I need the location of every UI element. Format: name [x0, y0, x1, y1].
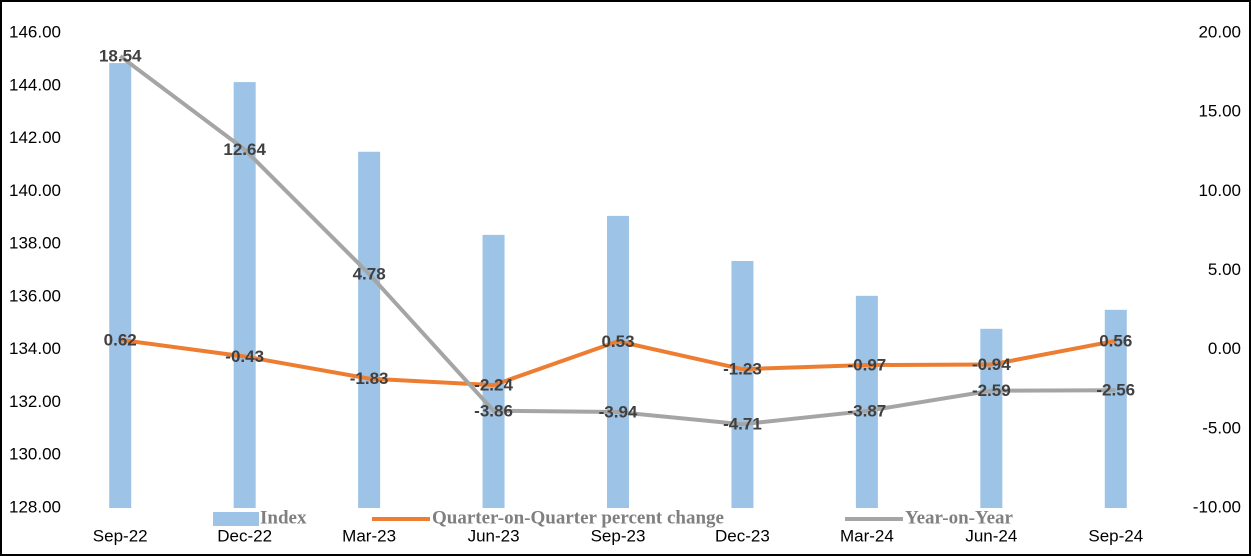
legend-swatch — [213, 512, 259, 526]
y2-tick-label: 15.00 — [1198, 102, 1241, 121]
line — [119, 54, 1116, 427]
bar — [607, 215, 629, 508]
data-label: 0.62 — [104, 330, 137, 349]
y-tick-label: 128.00 — [9, 497, 61, 516]
data-label: -1.23 — [723, 360, 762, 379]
data-label: -4.71 — [723, 415, 762, 434]
y-tick-label: 132.00 — [9, 392, 61, 411]
line — [119, 337, 1117, 388]
bar — [980, 328, 1003, 508]
bar — [731, 261, 754, 508]
y-tick-label: 142.00 — [9, 128, 61, 147]
bar — [358, 151, 381, 508]
y-tick-label: 140.00 — [9, 181, 61, 200]
y-tick-label: 136.00 — [9, 286, 61, 305]
data-label: -0.43 — [225, 347, 264, 366]
y-tick-label: 130.00 — [9, 445, 61, 464]
data-label: 12.64 — [223, 140, 266, 159]
data-label: -0.94 — [972, 355, 1011, 374]
data-label: -3.94 — [599, 403, 638, 422]
legend-label: Index — [260, 507, 307, 528]
x-tick-label: Sep-23 — [591, 526, 646, 545]
y2-tick-label: 5.00 — [1208, 260, 1241, 279]
bar — [109, 63, 132, 508]
data-label: -2.56 — [1096, 381, 1135, 400]
y-tick-label: 138.00 — [9, 234, 61, 253]
y-tick-label: 134.00 — [9, 339, 61, 358]
y-tick-label: 144.00 — [9, 75, 61, 94]
y2-tick-label: -5.00 — [1202, 418, 1241, 437]
x-tick-label: Jun-23 — [468, 526, 520, 545]
data-label: 4.78 — [353, 264, 386, 283]
bar — [482, 234, 505, 508]
x-tick-label: Jun-24 — [965, 526, 1017, 545]
bar — [855, 295, 878, 508]
x-tick-label: Sep-24 — [1088, 526, 1143, 545]
data-label: -3.86 — [474, 401, 513, 420]
bar — [233, 82, 256, 508]
data-label: 0.56 — [1099, 331, 1132, 350]
data-label: -0.97 — [848, 356, 887, 375]
y2-tick-label: 20.00 — [1198, 22, 1241, 41]
data-label: 18.54 — [99, 47, 142, 66]
legend-label: Quarter-on-Quarter percent change — [432, 507, 724, 528]
data-label: -3.87 — [848, 401, 887, 420]
bar — [1104, 309, 1127, 508]
legend-label: Year-on-Year — [905, 507, 1014, 528]
data-label: 0.53 — [601, 332, 634, 351]
data-label: -1.83 — [350, 369, 389, 388]
y2-tick-label: -10.00 — [1193, 497, 1241, 516]
x-tick-label: Dec-22 — [217, 526, 272, 545]
y-tick-label: 146.00 — [9, 22, 61, 41]
data-label: -2.24 — [474, 376, 513, 395]
x-tick-label: Mar-23 — [342, 526, 396, 545]
y2-tick-label: 10.00 — [1198, 181, 1241, 200]
x-tick-label: Mar-24 — [840, 526, 894, 545]
data-label: -2.59 — [972, 381, 1011, 400]
y2-tick-label: 0.00 — [1208, 339, 1241, 358]
x-tick-label: Sep-22 — [93, 526, 148, 545]
x-tick-label: Dec-23 — [715, 526, 770, 545]
